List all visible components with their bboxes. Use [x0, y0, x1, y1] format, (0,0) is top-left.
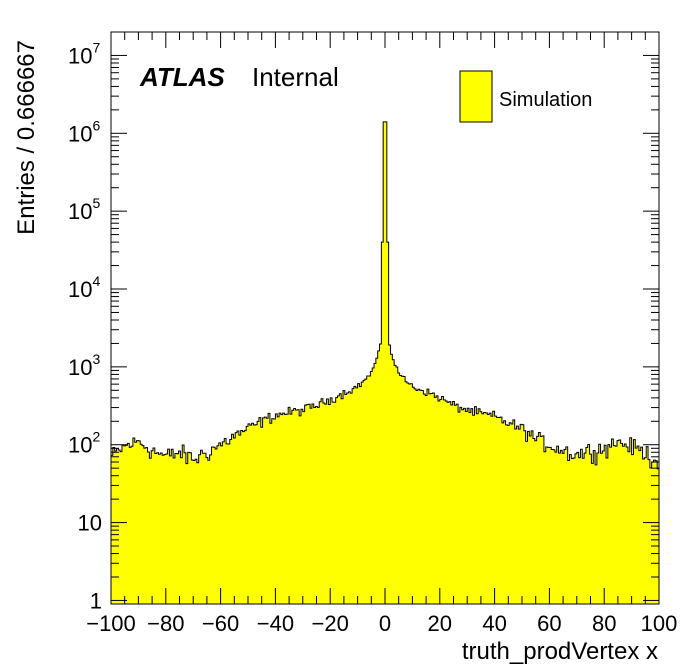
- y-tick-label: 102: [68, 429, 100, 458]
- x-tick-label: 20: [428, 611, 452, 636]
- legend-swatch: [459, 70, 493, 123]
- x-axis-title: truth_prodVertex x: [462, 638, 658, 665]
- atlas-label-bold: ATLAS: [139, 62, 225, 92]
- legend-entry-simulation: Simulation: [499, 89, 592, 111]
- x-tick-label: 40: [482, 611, 506, 636]
- histogram-bars: [110, 121, 660, 605]
- atlas-label-internal: Internal: [252, 62, 339, 92]
- x-tick-label: −60: [202, 611, 239, 636]
- y-tick-labels: 1 10 102 103 104 105 106 107: [68, 39, 102, 613]
- x-tick-label: 80: [592, 611, 616, 636]
- y-axis-title: Entries / 0.666667: [13, 40, 40, 235]
- legend: Simulation: [459, 70, 592, 123]
- x-tick-labels: −100 −80 −60 −40 −20 0 20 40 60 80 100: [86, 611, 677, 636]
- y-tick-label: 106: [68, 117, 100, 146]
- tick-marks: [110, 31, 660, 604]
- x-tick-label: 100: [641, 611, 678, 636]
- x-tick-label: 60: [537, 611, 561, 636]
- x-tick-label: 0: [379, 611, 391, 636]
- atlas-label: ATLAS Internal: [139, 62, 339, 92]
- x-tick-label: −20: [312, 611, 349, 636]
- y-tick-label: 103: [68, 351, 100, 380]
- y-tick-label: 104: [68, 273, 100, 302]
- y-tick-label: 105: [68, 195, 100, 224]
- x-tick-label: −40: [257, 611, 294, 636]
- x-tick-label: −100: [86, 611, 136, 636]
- y-tick-label: 107: [68, 39, 100, 68]
- x-tick-label: −80: [147, 611, 184, 636]
- y-tick-label: 10: [78, 511, 102, 536]
- y-tick-label: 1: [90, 588, 102, 613]
- histogram-layer: [110, 121, 660, 605]
